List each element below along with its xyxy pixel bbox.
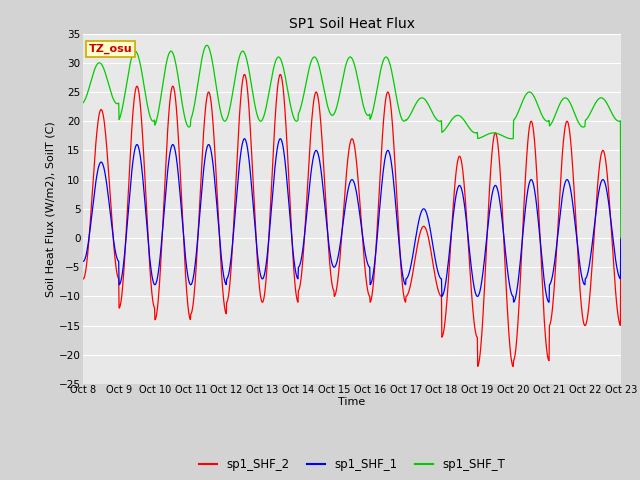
- sp1_SHF_1: [241, 136, 248, 142]
- sp1_SHF_2: [199, 143, 207, 149]
- sp1_SHF_2: [554, 228, 561, 234]
- Title: SP1 Soil Heat Flux: SP1 Soil Heat Flux: [289, 17, 415, 31]
- sp1_SHF_1: [199, 176, 207, 181]
- sp1_SHF_T: [554, 107, 561, 113]
- sp1_SHF_T: [79, 100, 87, 106]
- sp1_SHF_1: [436, 274, 444, 280]
- X-axis label: Time: Time: [339, 397, 365, 407]
- Text: TZ_osu: TZ_osu: [88, 44, 132, 54]
- sp1_SHF_T: [199, 52, 207, 58]
- Line: sp1_SHF_T: sp1_SHF_T: [83, 45, 621, 238]
- sp1_SHF_2: [509, 363, 517, 369]
- sp1_SHF_T: [203, 42, 211, 48]
- sp1_SHF_1: [186, 281, 193, 287]
- sp1_SHF_2: [506, 343, 514, 349]
- Legend: sp1_SHF_2, sp1_SHF_1, sp1_SHF_T: sp1_SHF_2, sp1_SHF_1, sp1_SHF_T: [195, 454, 509, 476]
- sp1_SHF_2: [617, 235, 625, 241]
- sp1_SHF_1: [506, 284, 514, 289]
- Line: sp1_SHF_1: sp1_SHF_1: [83, 139, 621, 302]
- sp1_SHF_1: [554, 233, 561, 239]
- sp1_SHF_1: [545, 300, 553, 305]
- sp1_SHF_2: [259, 298, 267, 304]
- sp1_SHF_2: [79, 276, 87, 282]
- sp1_SHF_T: [617, 235, 625, 241]
- sp1_SHF_1: [79, 258, 87, 264]
- sp1_SHF_2: [241, 72, 248, 77]
- sp1_SHF_T: [436, 118, 444, 124]
- Y-axis label: Soil Heat Flux (W/m2), SoilT (C): Soil Heat Flux (W/m2), SoilT (C): [45, 121, 56, 297]
- sp1_SHF_2: [186, 315, 193, 321]
- sp1_SHF_2: [436, 291, 444, 297]
- sp1_SHF_T: [506, 136, 514, 142]
- sp1_SHF_T: [186, 124, 193, 130]
- sp1_SHF_1: [259, 275, 267, 281]
- sp1_SHF_T: [259, 115, 267, 120]
- Line: sp1_SHF_2: sp1_SHF_2: [83, 74, 621, 366]
- sp1_SHF_1: [617, 235, 625, 241]
